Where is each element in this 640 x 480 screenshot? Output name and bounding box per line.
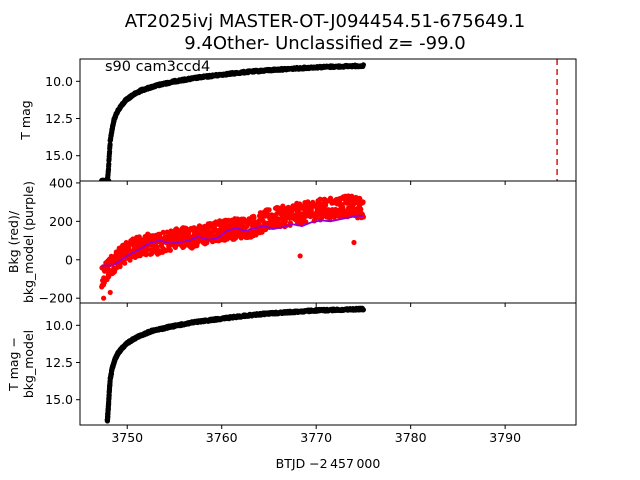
- panel-frame: [79, 58, 577, 182]
- panel-annotation: s90 cam3ccd4: [105, 59, 210, 75]
- x-tick-label: 3750: [111, 430, 143, 445]
- data-point: [143, 251, 149, 257]
- data-point: [117, 263, 123, 270]
- data-point: [160, 229, 166, 235]
- data-point: [244, 223, 250, 229]
- panel-top: 10.0 12.5 15.0 T mag s90 cam3ccd4: [18, 58, 577, 185]
- data-point: [305, 199, 311, 205]
- y-tick-label: 0: [65, 252, 73, 267]
- data-point: [107, 141, 113, 148]
- series-bkg-model-line: [101, 214, 364, 267]
- y-tick-label: 15.0: [45, 148, 73, 163]
- data-point: [317, 196, 323, 202]
- x-axis-label: BTJD −2 457 000: [276, 456, 381, 471]
- y-axis-label-top: T mag: [18, 100, 33, 140]
- data-point: [256, 218, 262, 224]
- y-tick-label: 12.5: [45, 111, 73, 126]
- y-tick-label: 15.0: [45, 392, 73, 407]
- x-tick-label: 3780: [395, 430, 427, 445]
- panel-middle: −200 0 200 400 Bkg (red)/bkg_model (purple): [6, 175, 577, 307]
- data-point: [103, 178, 109, 181]
- panel-bottom: 3750 3760 3770 3780 3790 10.0 12.5 15.0 T mag −b…: [6, 302, 577, 445]
- y-tick-label: −200: [39, 291, 73, 306]
- y-axis-label-bottom: T mag −bkg_model: [6, 330, 36, 398]
- y-tick-label: 400: [49, 175, 73, 190]
- data-point: [263, 226, 269, 233]
- y-tick-label: 10.0: [45, 74, 73, 89]
- data-point: [360, 307, 366, 313]
- outlier-point: [107, 289, 113, 296]
- plot-area-top: [99, 59, 558, 181]
- panel-frame: [79, 302, 577, 426]
- chart-title-line1: AT2025ivj MASTER-OT-J094454.51-675649.1: [125, 11, 526, 32]
- y-tick-label: 10.0: [45, 318, 73, 333]
- data-point: [122, 260, 128, 266]
- outlier-point: [101, 295, 107, 301]
- data-point: [360, 62, 366, 68]
- chart-title-line2: 9.4Other- Unclassified z= -99.0: [184, 33, 465, 54]
- x-tick-label: 3790: [489, 430, 521, 445]
- plot-area-middle: [99, 193, 366, 301]
- series-bottom-0: [104, 305, 366, 424]
- data-point: [251, 215, 257, 221]
- series-middle-0: [99, 193, 366, 290]
- outlier-point: [351, 239, 357, 246]
- x-tick-label: 3760: [206, 430, 238, 445]
- data-point: [350, 205, 356, 211]
- data-point: [266, 207, 272, 213]
- y-tick-label: 200: [49, 214, 73, 229]
- series-top-0: [99, 62, 366, 181]
- y-axis-label-middle: Bkg (red)/bkg_model (purple): [6, 181, 36, 303]
- x-tick-label: 3770: [300, 430, 332, 445]
- data-point: [360, 199, 366, 205]
- data-point: [349, 193, 355, 199]
- outlier-point: [297, 253, 303, 259]
- data-point: [167, 247, 173, 253]
- y-tick-label: 12.5: [45, 355, 73, 370]
- plot-area-bottom: [104, 305, 366, 424]
